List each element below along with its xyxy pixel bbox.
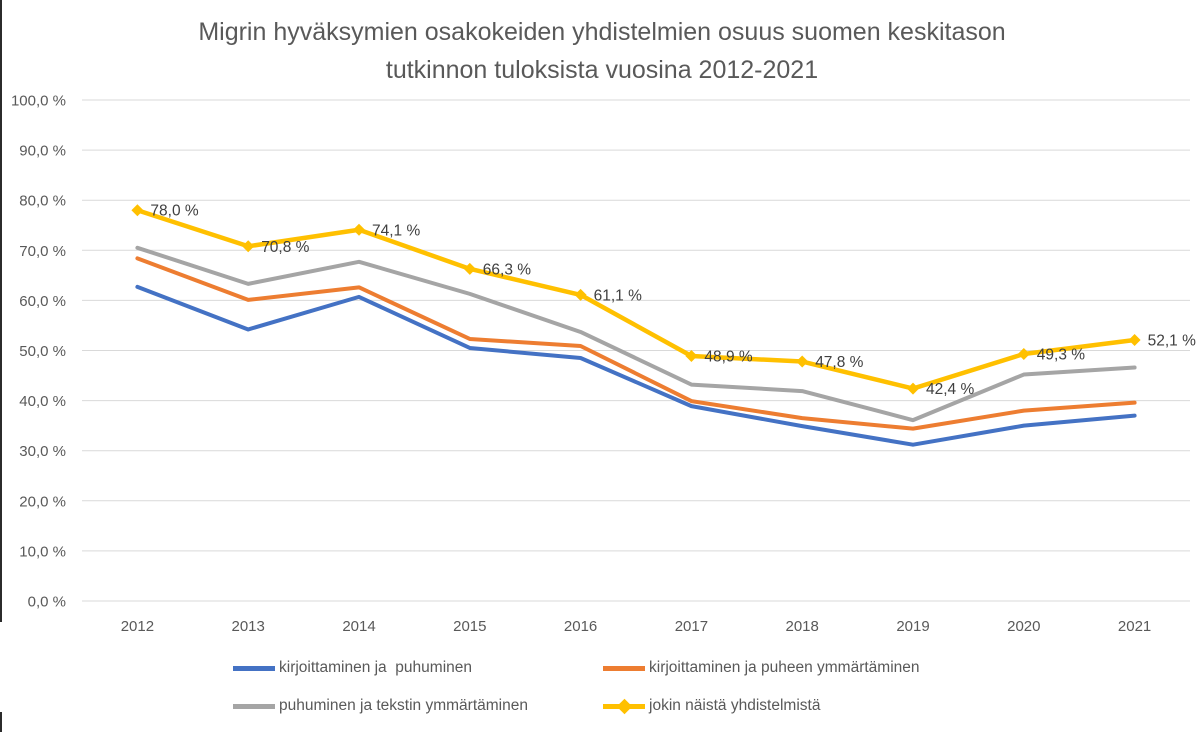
plot-area: 0,0 % 10,0 % 20,0 % 30,0 % 40,0 % 50,0 % 60,0 … [11,93,1196,636]
x-tick-label: 2012 [121,618,154,635]
legend-diamond-marker-icon [616,698,633,714]
data-label: 61,1 % [594,287,642,304]
series-3: 78,0 % 70,8 % 74,1 % 66,3 % 61,1 % 48,9 % 47,8… [131,203,1196,398]
y-tick-label: 50,0 % [19,343,66,360]
legend-swatch-yellow-line [603,698,645,714]
diamond-marker-icon [242,240,255,253]
legend-label: puhuminen ja tekstin ymmärtäminen [279,697,528,714]
data-label: 70,8 % [261,239,309,256]
x-tick-label: 2017 [675,618,708,635]
y-tick-label: 0,0 % [28,594,66,611]
x-tick-label: 2016 [564,618,597,635]
x-tick-label: 2021 [1118,618,1151,635]
x-tick-label: 2013 [232,618,265,635]
y-axis-tick-labels: 0,0 % 10,0 % 20,0 % 30,0 % 40,0 % 50,0 % 60,0 … [11,93,66,611]
data-label: 42,4 % [926,381,974,398]
data-label: 52,1 % [1148,332,1196,349]
y-tick-label: 80,0 % [19,193,66,210]
x-tick-label: 2018 [786,618,819,635]
legend-label: kirjoittaminen ja puhuminen [279,659,472,676]
data-label: 74,1 % [372,222,420,239]
diamond-marker-icon [685,350,698,363]
series-1 [135,256,1137,431]
window-border-left-top [0,0,2,622]
y-tick-label: 100,0 % [11,93,66,110]
y-tick-label: 40,0 % [19,393,66,410]
chart-title-line1: Migrin hyväksymien osakokeiden yhdistelm… [198,18,1006,46]
y-tick-label: 10,0 % [19,543,66,560]
diamond-marker-icon [353,223,365,236]
y-tick-label: 30,0 % [19,443,66,460]
x-tick-label: 2014 [342,618,375,635]
diamond-marker-icon [907,382,919,395]
legend-label: kirjoittaminen ja puheen ymmärtäminen [649,659,920,676]
series-2 [135,245,1137,423]
legend-swatch-orange-line [603,665,645,671]
series-0 [135,284,1137,447]
diamond-marker-icon [796,355,809,368]
diamond-marker-icon [463,262,476,275]
window-border-left-bottom [0,712,2,732]
legend-swatch-gray-line [233,703,275,709]
data-label: 47,8 % [815,354,863,371]
data-label: 66,3 % [483,261,531,278]
legend-item-kirjoittaminen-ja-puheen-ymmartaminen: kirjoittaminen ja puheen ymmärtäminen [603,659,920,676]
diamond-marker-icon [131,204,144,217]
y-tick-label: 20,0 % [19,493,66,510]
chart-title-line2: tutkinnon tuloksista vuosina 2012-2021 [385,56,819,84]
diamond-marker-icon [1128,333,1141,346]
x-axis-tick-labels: 2012 2013 2014 2015 2016 2017 2018 2019 2020 2021 [121,618,1152,635]
data-label: 78,0 % [150,203,198,220]
diamond-marker-icon [1017,348,1030,361]
legend-item-jokin-naista-yhdistelmista: jokin näistä yhdistelmistä [603,697,821,714]
x-tick-label: 2020 [1007,618,1040,635]
series-line [135,245,1137,423]
series-line [135,207,1137,391]
series-line [135,284,1137,447]
series-line [135,256,1137,431]
y-tick-label: 90,0 % [19,143,66,160]
legend-item-puhuminen-ja-tekstin-ymmartaminen: puhuminen ja tekstin ymmärtäminen [233,697,528,714]
chart-title: Migrin hyväksymien osakokeiden yhdistelm… [0,13,1204,89]
gridlines [82,99,1190,602]
data-label: 49,3 % [1037,347,1085,364]
diamond-marker-icon [574,288,587,301]
x-tick-label: 2015 [453,618,486,635]
y-tick-label: 60,0 % [19,293,66,310]
data-label: 48,9 % [704,349,752,366]
legend-swatch-blue-line [233,665,275,671]
legend-item-kirjoittaminen-ja-puhuminen: kirjoittaminen ja puhuminen [233,659,472,676]
x-tick-label: 2019 [896,618,929,635]
y-tick-label: 70,0 % [19,243,66,260]
legend-label: jokin näistä yhdistelmistä [649,697,821,714]
